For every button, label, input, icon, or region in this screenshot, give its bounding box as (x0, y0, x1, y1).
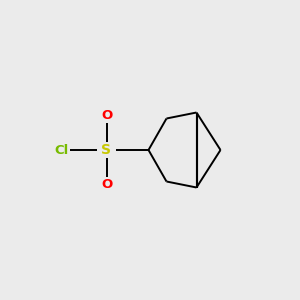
Text: O: O (101, 109, 112, 122)
Text: S: S (101, 143, 112, 157)
Text: Cl: Cl (54, 143, 69, 157)
Text: O: O (101, 178, 112, 191)
